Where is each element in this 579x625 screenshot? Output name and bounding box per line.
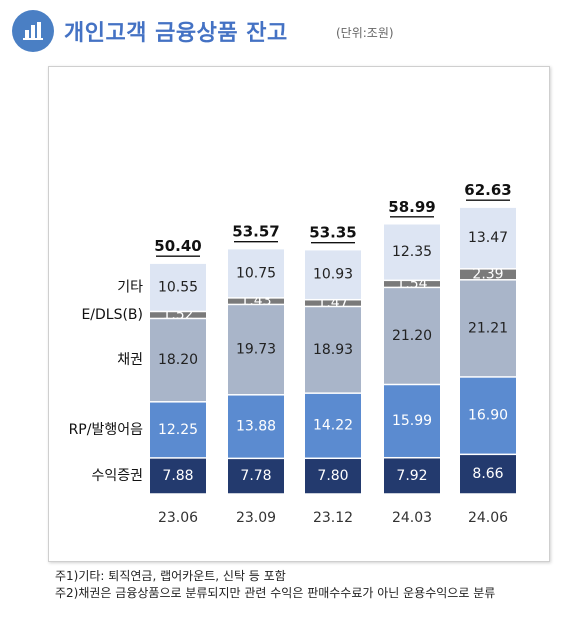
data-label: 10.75 [236,265,276,281]
data-label: 12.35 [392,244,432,260]
bar-segment [384,458,440,494]
bar-segment [150,312,206,318]
series-label: 채권 [117,352,143,368]
bar-segment [384,385,440,457]
data-label: 8.66 [472,466,503,482]
bar-segment [384,224,440,280]
data-label: 7.78 [240,468,271,484]
bar-segment [460,455,516,494]
data-label: 16.90 [468,408,508,424]
data-label: 21.20 [392,328,432,344]
data-label: 14.22 [313,418,353,434]
bar-segment [384,288,440,384]
category-label: 23.09 [236,510,276,526]
category-label: 23.06 [158,510,198,526]
data-label: 18.93 [313,342,353,358]
data-label: 2.39 [472,266,503,282]
bar-segment [384,281,440,287]
data-label: 1.47 [317,295,348,311]
bar-segment [305,393,361,458]
bar-segment [305,300,361,306]
data-label: 7.80 [317,468,348,484]
bar-segment [228,459,284,494]
bar-segment [228,298,284,304]
bar-segment [460,377,516,454]
bar-segment [228,395,284,458]
series-label: 기타 [117,279,143,295]
unit-label: (단위:조원) [336,26,394,40]
footnote-1: 주1)기타: 퇴직연금, 랩어카운트, 신탁 등 포함 [55,569,286,583]
category-label: 24.06 [468,510,508,526]
bar-segment [305,307,361,393]
data-label: 15.99 [392,413,432,429]
data-label: 18.20 [158,352,198,368]
data-label: 19.73 [236,342,276,358]
bar-segment [305,250,361,299]
total-label: 62.63 [464,181,511,199]
bar-segment [228,305,284,395]
total-label: 53.35 [309,224,356,242]
data-label: 7.88 [162,468,193,484]
bar-segment [150,263,206,311]
data-label: 1.52 [162,307,193,323]
footnote-2: 주2)채권은 금융상품으로 분류되지만 관련 수익은 판매수수료가 아닌 운용수… [55,586,496,600]
data-label: 10.93 [313,267,353,283]
bar-segment [460,269,516,280]
total-label: 50.40 [154,237,201,255]
data-label: 1.54 [396,276,427,292]
bar-segment [305,459,361,494]
series-label: RP/발행어음 [69,422,144,438]
bar-segment [460,280,516,377]
footnotes: 주1)기타: 퇴직연금, 랩어카운트, 신탁 등 포함 주2)채권은 금융상품으… [55,568,495,602]
category-label: 23.12 [313,510,353,526]
data-label: 7.92 [396,468,427,484]
data-label: 13.88 [236,419,276,435]
data-label: 21.21 [468,320,508,336]
bar-segment [150,458,206,494]
data-label: 12.25 [158,422,198,438]
total-label: 58.99 [388,198,435,216]
bar-chart-icon [12,10,54,52]
series-label: E/DLS(B) [81,307,143,323]
series-label: 수익증권 [91,468,143,484]
total-label: 53.57 [232,223,279,241]
bar-segment [228,249,284,298]
data-label: 1.43 [240,293,271,309]
bar-segment [150,319,206,402]
bar-segment [460,207,516,269]
category-label: 24.03 [392,510,432,526]
bar-segment [150,402,206,458]
data-label: 10.55 [158,279,198,295]
page-title: 개인고객 금융상품 잔고 [64,21,288,46]
data-label: 13.47 [468,230,508,246]
